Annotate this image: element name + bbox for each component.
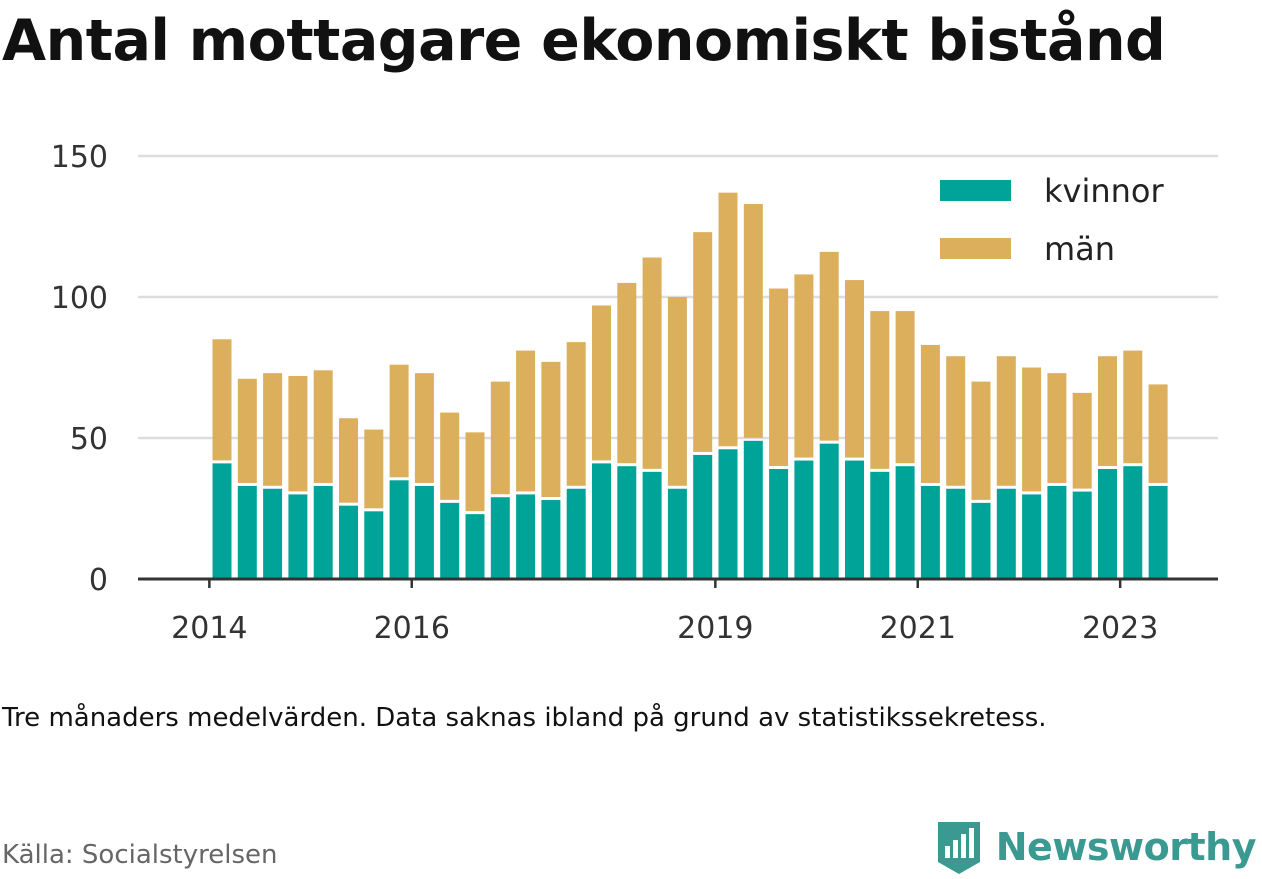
bar-man (1123, 350, 1143, 464)
x-tick-label: 2019 (677, 611, 753, 646)
bar-kvinnor (212, 463, 232, 579)
bar-kvinnor (237, 485, 257, 579)
bar-kvinnor (1148, 485, 1168, 579)
bar-kvinnor (946, 488, 966, 579)
bar-man (819, 251, 839, 441)
bar-man (237, 378, 257, 483)
bar-man (389, 364, 409, 478)
bar-kvinnor (996, 488, 1016, 579)
bar-man (414, 373, 434, 483)
bar-man (667, 297, 687, 486)
legend-swatch-man (940, 238, 1011, 259)
bar-man (996, 356, 1016, 486)
bar-man (1047, 373, 1067, 483)
bar-man (313, 370, 333, 483)
bar-man (794, 274, 814, 458)
x-tick-label: 2021 (880, 611, 956, 646)
bar-man (617, 282, 637, 464)
source-text: Källa: Socialstyrelsen (2, 840, 278, 870)
bar-kvinnor (1098, 469, 1117, 579)
bar-kvinnor (819, 443, 839, 579)
bar-man (642, 257, 662, 469)
bar-kvinnor (592, 463, 611, 579)
bar-kvinnor (794, 460, 814, 579)
bar-man (592, 305, 611, 461)
y-tick-label: 150 (51, 140, 108, 175)
bar-kvinnor (617, 466, 637, 579)
bar-man (288, 375, 308, 492)
chart-title: Antal mottagare ekonomiskt bistånd (2, 8, 1166, 74)
bar-man (541, 361, 561, 498)
bar-kvinnor (389, 480, 409, 579)
chart-area: 0 50 100 150 2014 2016 2019 2021 2023 kvinnor män (51, 140, 1218, 646)
bar-kvinnor (263, 488, 283, 579)
bar-man (693, 232, 713, 452)
bar-man (516, 350, 536, 492)
bar-kvinnor (516, 494, 536, 579)
bar-man (845, 280, 864, 458)
bar-kvinnor (1047, 485, 1067, 579)
legend-label: män (1044, 230, 1115, 268)
bar-kvinnor (667, 488, 687, 579)
bar-man (718, 192, 738, 447)
bar-kvinnor (440, 502, 460, 579)
bar-man (870, 311, 890, 469)
bar-man (440, 412, 460, 500)
bar-man (1022, 367, 1042, 492)
chart-note: Tre månaders medelvärden. Data saknas ib… (2, 703, 1047, 733)
bar-man (364, 429, 384, 509)
bar-kvinnor (718, 449, 738, 579)
legend: kvinnor män (940, 172, 1165, 268)
bar-kvinnor (414, 485, 434, 579)
bar-man (339, 418, 358, 503)
bar-man (1098, 356, 1117, 467)
x-tick-label: 2016 (374, 611, 450, 646)
bar-kvinnor (1022, 494, 1042, 579)
bar-man (743, 203, 763, 438)
brand-name: Newsworthy (995, 825, 1257, 869)
y-tick-label: 100 (51, 281, 108, 316)
newsworthy-logo-icon (937, 822, 980, 874)
bar-man (212, 339, 232, 461)
bar-kvinnor (490, 497, 510, 579)
bar-kvinnor (541, 500, 561, 579)
brand-logo[interactable]: Newsworthy (934, 818, 1257, 876)
bar-man (263, 373, 283, 486)
bar-man (490, 381, 510, 495)
bar-man (895, 311, 915, 464)
bar-kvinnor (895, 466, 915, 579)
bar-kvinnor (743, 440, 763, 579)
bar-man (971, 381, 991, 500)
bar-man (920, 344, 940, 483)
bar-kvinnor (769, 469, 789, 579)
y-tick-label: 0 (89, 563, 108, 598)
axes: 0 50 100 150 2014 2016 2019 2021 2023 (51, 140, 1218, 646)
y-tick-label: 50 (70, 422, 108, 457)
bar-kvinnor (642, 471, 662, 579)
x-tick-label: 2014 (171, 611, 247, 646)
bar-kvinnor (693, 454, 713, 579)
bar-kvinnor (313, 485, 333, 579)
bar-kvinnor (971, 502, 991, 579)
bar-man (1148, 384, 1168, 483)
bar-kvinnor (920, 485, 940, 579)
bar-kvinnor (339, 505, 358, 579)
bar-group (212, 192, 1168, 579)
legend-label: kvinnor (1044, 172, 1165, 210)
bar-kvinnor (1123, 466, 1143, 579)
legend-swatch-kvinnor (940, 180, 1011, 201)
bar-kvinnor (364, 511, 384, 579)
bar-kvinnor (465, 514, 485, 579)
bar-man (465, 432, 485, 512)
bar-man (769, 288, 789, 467)
bar-man (566, 342, 586, 486)
bar-man (1072, 392, 1092, 489)
bar-kvinnor (845, 460, 864, 579)
bar-kvinnor (566, 488, 586, 579)
x-tick-label: 2023 (1082, 611, 1158, 646)
bar-kvinnor (870, 471, 890, 579)
bar-kvinnor (1072, 491, 1092, 579)
bar-man (946, 356, 966, 486)
bar-kvinnor (288, 494, 308, 579)
